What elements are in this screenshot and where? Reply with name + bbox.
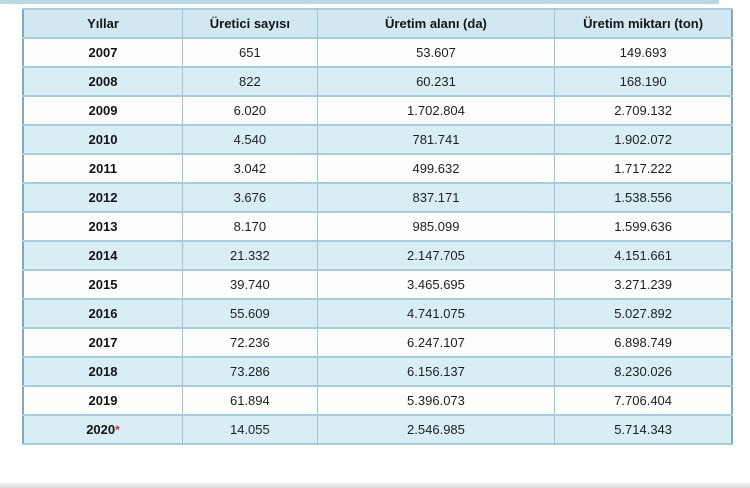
table-row: 2010 4.540 781.741 1.902.072 (22, 124, 733, 155)
producers-cell: 55.609 (182, 298, 318, 329)
year-cell: 2015 (22, 269, 184, 300)
amount-cell: 168.190 (554, 66, 733, 97)
table-header-row: Yıllar Üretici sayısı Üretim alanı (da) … (22, 8, 733, 39)
producers-cell: 39.740 (182, 269, 318, 300)
amount-cell: 1.538.556 (554, 182, 733, 213)
header-cell-production-amount: Üretim miktarı (ton) (554, 8, 733, 39)
table-row: 2011 3.042 499.632 1.717.222 (22, 153, 733, 184)
producers-cell: 14.055 (182, 414, 318, 445)
year-label: 2007 (88, 45, 118, 60)
header-cell-producer-count: Üretici sayısı (182, 8, 318, 39)
producers-cell: 21.332 (182, 240, 318, 271)
amount-cell: 7.706.404 (554, 385, 733, 416)
area-cell: 837.171 (316, 182, 556, 213)
year-label: 2010 (88, 132, 118, 147)
amount-cell: 149.693 (554, 37, 733, 68)
area-cell: 1.702.804 (316, 95, 556, 126)
year-cell: 2010 (22, 124, 184, 155)
area-cell: 3.465.695 (316, 269, 556, 300)
area-cell: 6.247.107 (316, 327, 556, 358)
year-cell: 2012 (22, 182, 184, 213)
year-label: 2011 (88, 161, 118, 176)
table-row: 2018 73.286 6.156.137 8.230.026 (22, 356, 733, 387)
producers-cell: 61.894 (182, 385, 318, 416)
table-row: 2014 21.332 2.147.705 4.151.661 (22, 240, 733, 271)
year-cell: 2011 (22, 153, 184, 184)
production-statistics-table: Yıllar Üretici sayısı Üretim alanı (da) … (22, 8, 733, 445)
table-body: 2007 651 53.607 149.693 2008 822 60.231 … (22, 37, 733, 445)
table-row: 2008 822 60.231 168.190 (22, 66, 733, 97)
area-cell: 6.156.137 (316, 356, 556, 387)
year-cell: 2014 (22, 240, 184, 271)
amount-cell: 6.898.749 (554, 327, 733, 358)
area-cell: 5.396.073 (316, 385, 556, 416)
producers-cell: 73.286 (182, 356, 318, 387)
table-row: 2015 39.740 3.465.695 3.271.239 (22, 269, 733, 300)
producers-cell: 822 (182, 66, 318, 97)
area-cell: 4.741.075 (316, 298, 556, 329)
year-label: 2012 (88, 190, 118, 205)
area-cell: 60.231 (316, 66, 556, 97)
table-row: 2020* 14.055 2.546.985 5.714.343 (22, 414, 733, 445)
table-row: 2009 6.020 1.702.804 2.709.132 (22, 95, 733, 126)
area-cell: 2.147.705 (316, 240, 556, 271)
year-label: 2019 (88, 393, 118, 408)
year-label: 2009 (88, 103, 118, 118)
amount-cell: 3.271.239 (554, 269, 733, 300)
table-row: 2016 55.609 4.741.075 5.027.892 (22, 298, 733, 329)
table-row: 2012 3.676 837.171 1.538.556 (22, 182, 733, 213)
year-cell: 2007 (22, 37, 184, 68)
year-cell: 2018 (22, 356, 184, 387)
amount-cell: 2.709.132 (554, 95, 733, 126)
area-cell: 499.632 (316, 153, 556, 184)
header-cell-years: Yıllar (22, 8, 184, 39)
table-row: 2017 72.236 6.247.107 6.898.749 (22, 327, 733, 358)
year-label: 2018 (88, 364, 118, 379)
table-row: 2019 61.894 5.396.073 7.706.404 (22, 385, 733, 416)
amount-cell: 1.599.636 (554, 211, 733, 242)
year-label: 2020 (86, 422, 116, 437)
producers-cell: 8.170 (182, 211, 318, 242)
amount-cell: 8.230.026 (554, 356, 733, 387)
producers-cell: 6.020 (182, 95, 318, 126)
amount-cell: 4.151.661 (554, 240, 733, 271)
table-row: 2007 651 53.607 149.693 (22, 37, 733, 68)
area-cell: 985.099 (316, 211, 556, 242)
year-label: 2016 (88, 306, 118, 321)
year-cell: 2008 (22, 66, 184, 97)
table-row: 2013 8.170 985.099 1.599.636 (22, 211, 733, 242)
year-label: 2014 (88, 248, 118, 263)
producers-cell: 651 (182, 37, 318, 68)
year-cell: 2016 (22, 298, 184, 329)
area-cell: 53.607 (316, 37, 556, 68)
year-label: 2015 (88, 277, 118, 292)
header-cell-production-area: Üretim alanı (da) (316, 8, 556, 39)
producers-cell: 4.540 (182, 124, 318, 155)
amount-cell: 5.027.892 (554, 298, 733, 329)
producers-cell: 3.676 (182, 182, 318, 213)
year-cell: 2009 (22, 95, 184, 126)
amount-cell: 1.717.222 (554, 153, 733, 184)
year-label: 2017 (88, 335, 118, 350)
bottom-edge-strip (0, 483, 750, 488)
year-label: 2008 (88, 74, 118, 89)
area-cell: 2.546.985 (316, 414, 556, 445)
top-accent-strip (0, 0, 719, 4)
year-label: 2013 (88, 219, 118, 234)
producers-cell: 3.042 (182, 153, 318, 184)
producers-cell: 72.236 (182, 327, 318, 358)
amount-cell: 1.902.072 (554, 124, 733, 155)
area-cell: 781.741 (316, 124, 556, 155)
year-cell: 2017 (22, 327, 184, 358)
year-cell: 2013 (22, 211, 184, 242)
amount-cell: 5.714.343 (554, 414, 733, 445)
footnote-asterisk: * (115, 423, 120, 437)
year-cell: 2019 (22, 385, 184, 416)
year-cell: 2020* (22, 414, 184, 445)
